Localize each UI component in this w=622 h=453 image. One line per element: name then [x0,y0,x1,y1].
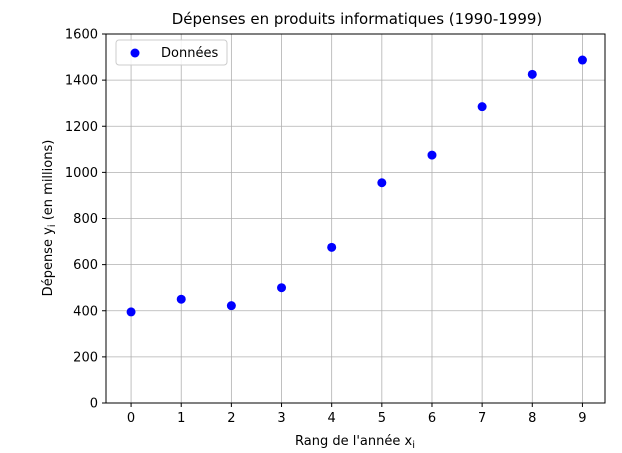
y-axis-label-subscript: i [47,224,58,227]
x-tick-label: 7 [478,411,486,426]
legend-box [115,39,228,66]
y-tick-label: 600 [73,258,98,273]
data-point [277,283,287,293]
data-point [126,307,136,317]
y-tick-label: 1400 [65,74,98,89]
y-axis-label-text: Dépense y [41,227,56,296]
legend-marker [130,48,140,58]
x-tick-label: 1 [177,411,185,426]
data-point [176,294,186,304]
data-point [377,178,387,188]
x-tick-label: 4 [328,411,336,426]
data-point [427,150,437,160]
legend: Données [115,39,228,66]
data-point [226,301,236,311]
x-tick-label: 3 [277,411,285,426]
x-axis-label-text: Rang de l'année x [295,434,412,449]
x-axis-label: Rang de l'année xi [295,434,415,451]
x-axis-label-subscript: i [412,440,415,451]
x-tick-label: 9 [578,411,586,426]
y-tick-label: 0 [90,397,98,412]
y-tick-label: 1000 [65,166,98,181]
y-tick-label: 1600 [65,28,98,43]
y-tick-label: 800 [73,212,98,227]
data-point [477,102,487,112]
y-tick-label: 200 [73,350,98,365]
y-tick-label: 1200 [65,120,98,135]
data-points [126,55,587,317]
chart-title: Dépenses en produits informatiques (1990… [172,10,543,28]
x-tick-label: 2 [227,411,235,426]
y-axis: 0 200 400 600 800 1000 1200 1400 1600 [65,28,106,412]
data-point [577,55,587,65]
x-tick-label: 6 [428,411,436,426]
x-tick-label: 5 [378,411,386,426]
grid [106,33,605,404]
data-point [527,69,537,79]
x-tick-label: 0 [127,411,135,426]
data-point [327,242,337,252]
legend-label: Données [161,46,218,61]
y-axis-label-suffix: (en millions) [41,140,56,225]
y-axis-label: Dépense yi (en millions) [41,140,58,297]
y-tick-label: 400 [73,304,98,319]
x-axis: 0 1 2 3 4 5 6 7 8 9 [127,403,587,426]
x-tick-label: 8 [528,411,536,426]
